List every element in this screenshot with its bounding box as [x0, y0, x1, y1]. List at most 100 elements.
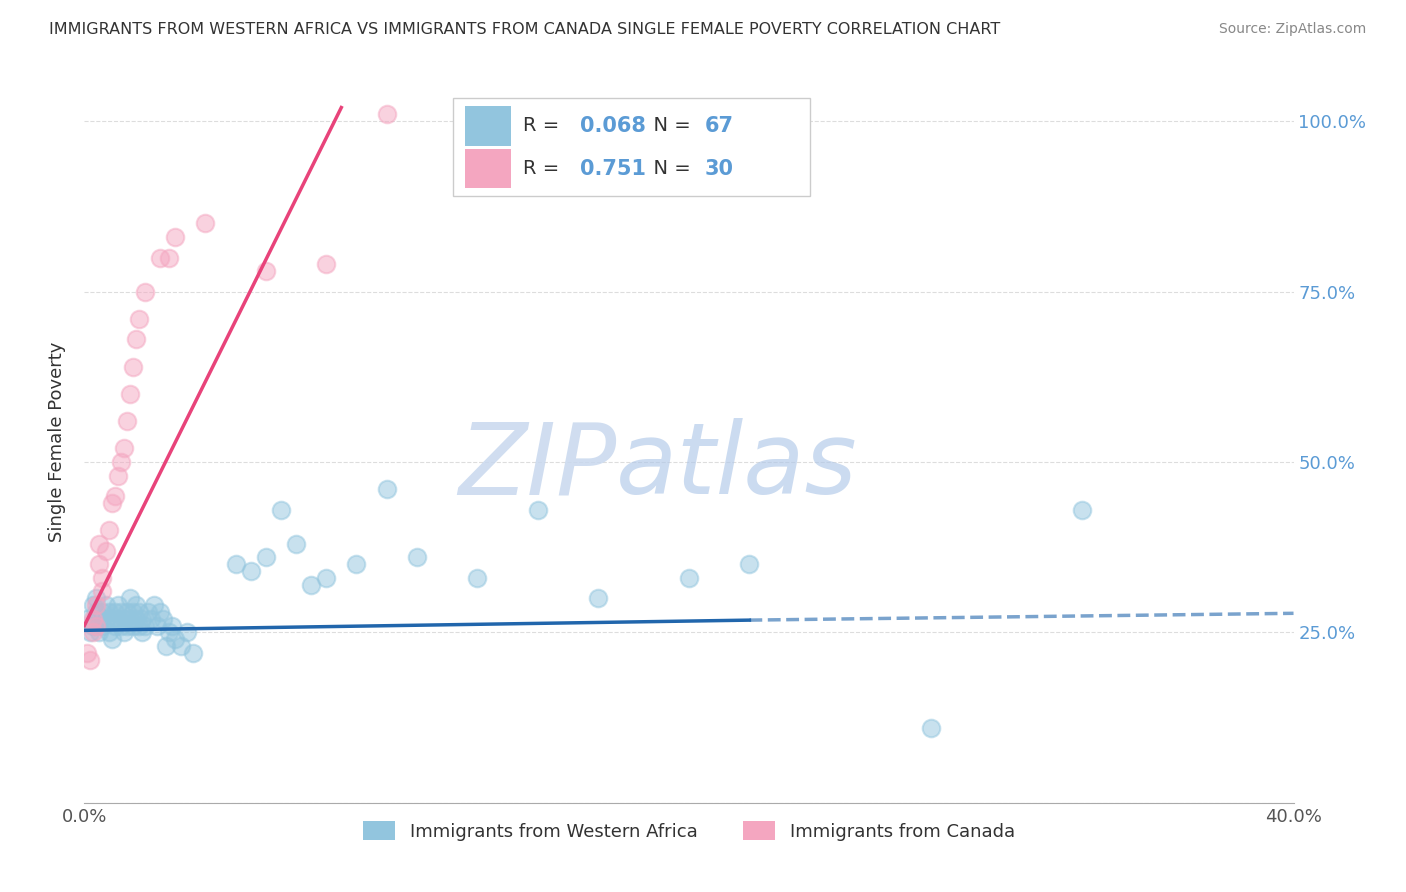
Point	[89, 537, 111, 551]
Point	[115, 605, 138, 619]
Point	[97, 523, 120, 537]
Point	[86, 591, 108, 606]
Point	[76, 646, 98, 660]
FancyBboxPatch shape	[465, 149, 512, 188]
Point	[94, 543, 117, 558]
Text: atlas: atlas	[616, 418, 858, 516]
Point	[121, 359, 143, 374]
Point	[152, 612, 174, 626]
Point	[181, 646, 204, 660]
Text: 0.751: 0.751	[581, 159, 647, 178]
FancyBboxPatch shape	[465, 106, 512, 145]
Text: ZIP: ZIP	[458, 418, 616, 516]
Point	[170, 639, 193, 653]
Point	[165, 632, 187, 647]
Point	[104, 489, 127, 503]
Point	[738, 558, 761, 572]
Point	[86, 598, 108, 612]
Point	[194, 216, 217, 230]
Point	[588, 591, 610, 606]
Point	[375, 107, 398, 121]
Point	[285, 537, 308, 551]
Point	[112, 625, 135, 640]
Point	[104, 605, 127, 619]
Point	[89, 612, 111, 626]
Point	[121, 618, 143, 632]
Text: R =: R =	[523, 116, 565, 136]
Point	[155, 639, 177, 653]
Point	[82, 612, 104, 626]
Point	[678, 571, 700, 585]
Point	[270, 502, 292, 516]
Point	[110, 605, 132, 619]
Point	[375, 482, 398, 496]
Point	[91, 584, 114, 599]
Point	[125, 598, 148, 612]
Text: 0.068: 0.068	[581, 116, 645, 136]
Point	[128, 311, 150, 326]
Point	[128, 605, 150, 619]
Text: 67: 67	[704, 116, 734, 136]
Point	[79, 653, 101, 667]
Point	[315, 257, 337, 271]
Point	[165, 230, 187, 244]
Point	[107, 468, 129, 483]
Point	[315, 571, 337, 585]
Point	[142, 598, 165, 612]
Point	[157, 251, 180, 265]
Text: N =: N =	[641, 159, 696, 178]
Point	[89, 625, 111, 640]
Point	[79, 625, 101, 640]
Point	[134, 285, 156, 299]
Point	[94, 612, 117, 626]
Point	[107, 598, 129, 612]
Point	[107, 612, 129, 626]
Point	[527, 502, 550, 516]
Point	[160, 618, 183, 632]
Point	[346, 558, 368, 572]
Point	[125, 332, 148, 346]
Point	[254, 550, 277, 565]
Point	[149, 605, 172, 619]
Point	[100, 496, 122, 510]
Point	[112, 442, 135, 456]
Point	[118, 612, 141, 626]
Point	[131, 612, 153, 626]
Point	[112, 612, 135, 626]
Point	[128, 618, 150, 632]
Point	[91, 605, 114, 619]
Point	[100, 612, 122, 626]
Point	[110, 618, 132, 632]
Point	[94, 598, 117, 612]
Point	[121, 605, 143, 619]
Point	[100, 632, 122, 647]
Point	[82, 618, 104, 632]
Point	[467, 571, 489, 585]
Point	[1071, 502, 1094, 516]
Point	[118, 387, 141, 401]
Point	[134, 618, 156, 632]
Point	[86, 618, 108, 632]
Point	[920, 721, 942, 735]
Text: 30: 30	[704, 159, 734, 178]
Text: Source: ZipAtlas.com: Source: ZipAtlas.com	[1219, 22, 1367, 37]
Point	[149, 251, 172, 265]
Point	[91, 571, 114, 585]
Point	[76, 612, 98, 626]
Point	[157, 625, 180, 640]
FancyBboxPatch shape	[453, 98, 810, 196]
Point	[254, 264, 277, 278]
Point	[299, 577, 322, 591]
Point	[110, 455, 132, 469]
Point	[82, 598, 104, 612]
Point	[176, 625, 198, 640]
Point	[125, 612, 148, 626]
Point	[239, 564, 262, 578]
Point	[86, 605, 108, 619]
Point	[82, 625, 104, 640]
Text: R =: R =	[523, 159, 565, 178]
Point	[115, 414, 138, 428]
Text: IMMIGRANTS FROM WESTERN AFRICA VS IMMIGRANTS FROM CANADA SINGLE FEMALE POVERTY C: IMMIGRANTS FROM WESTERN AFRICA VS IMMIGR…	[49, 22, 1001, 37]
Point	[97, 625, 120, 640]
Text: N =: N =	[641, 116, 696, 136]
